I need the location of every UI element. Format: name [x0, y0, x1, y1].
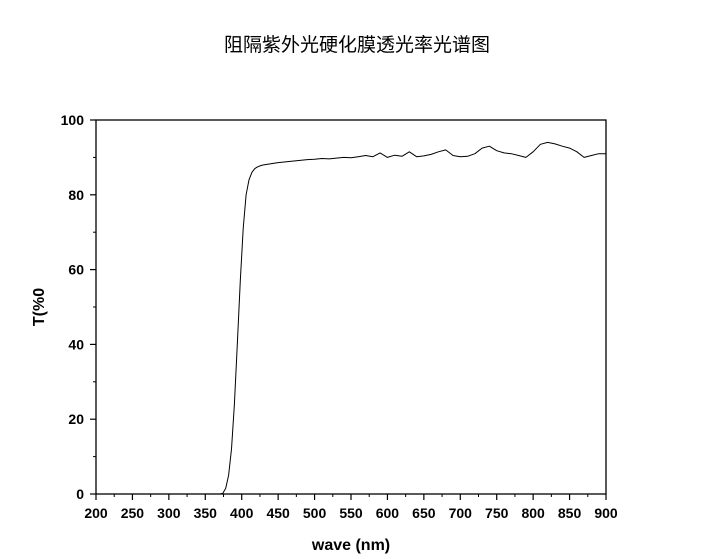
- y-axis-label: T(%0: [31, 288, 48, 326]
- y-tick-label: 40: [68, 336, 84, 352]
- y-tick-label: 60: [68, 262, 84, 278]
- chart-title: 阻隔紫外光硬化膜透光率光谱图: [223, 34, 490, 56]
- y-tick-label: 100: [61, 112, 85, 128]
- x-tick-label: 600: [376, 505, 400, 521]
- y-tick-label: 80: [68, 187, 84, 203]
- y-tick-label: 0: [76, 486, 84, 502]
- x-tick-label: 450: [266, 505, 290, 521]
- x-tick-label: 700: [449, 505, 473, 521]
- x-tick-label: 650: [412, 505, 436, 521]
- x-tick-label: 750: [485, 505, 509, 521]
- transmittance-line: [96, 141, 606, 495]
- x-tick-label: 900: [594, 505, 618, 521]
- x-tick-label: 400: [230, 505, 254, 521]
- x-tick-label: 350: [194, 505, 218, 521]
- plot-frame: [95, 119, 607, 495]
- x-axis-label: wave (nm): [311, 537, 390, 554]
- x-tick-label: 300: [157, 505, 181, 521]
- x-tick-label: 800: [521, 505, 545, 521]
- x-tick-label: 850: [558, 505, 582, 521]
- x-tick-label: 550: [339, 505, 363, 521]
- x-tick-label: 250: [121, 505, 145, 521]
- x-tick-label: 200: [84, 505, 108, 521]
- y-tick-label: 20: [68, 411, 84, 427]
- x-tick-label: 500: [303, 505, 327, 521]
